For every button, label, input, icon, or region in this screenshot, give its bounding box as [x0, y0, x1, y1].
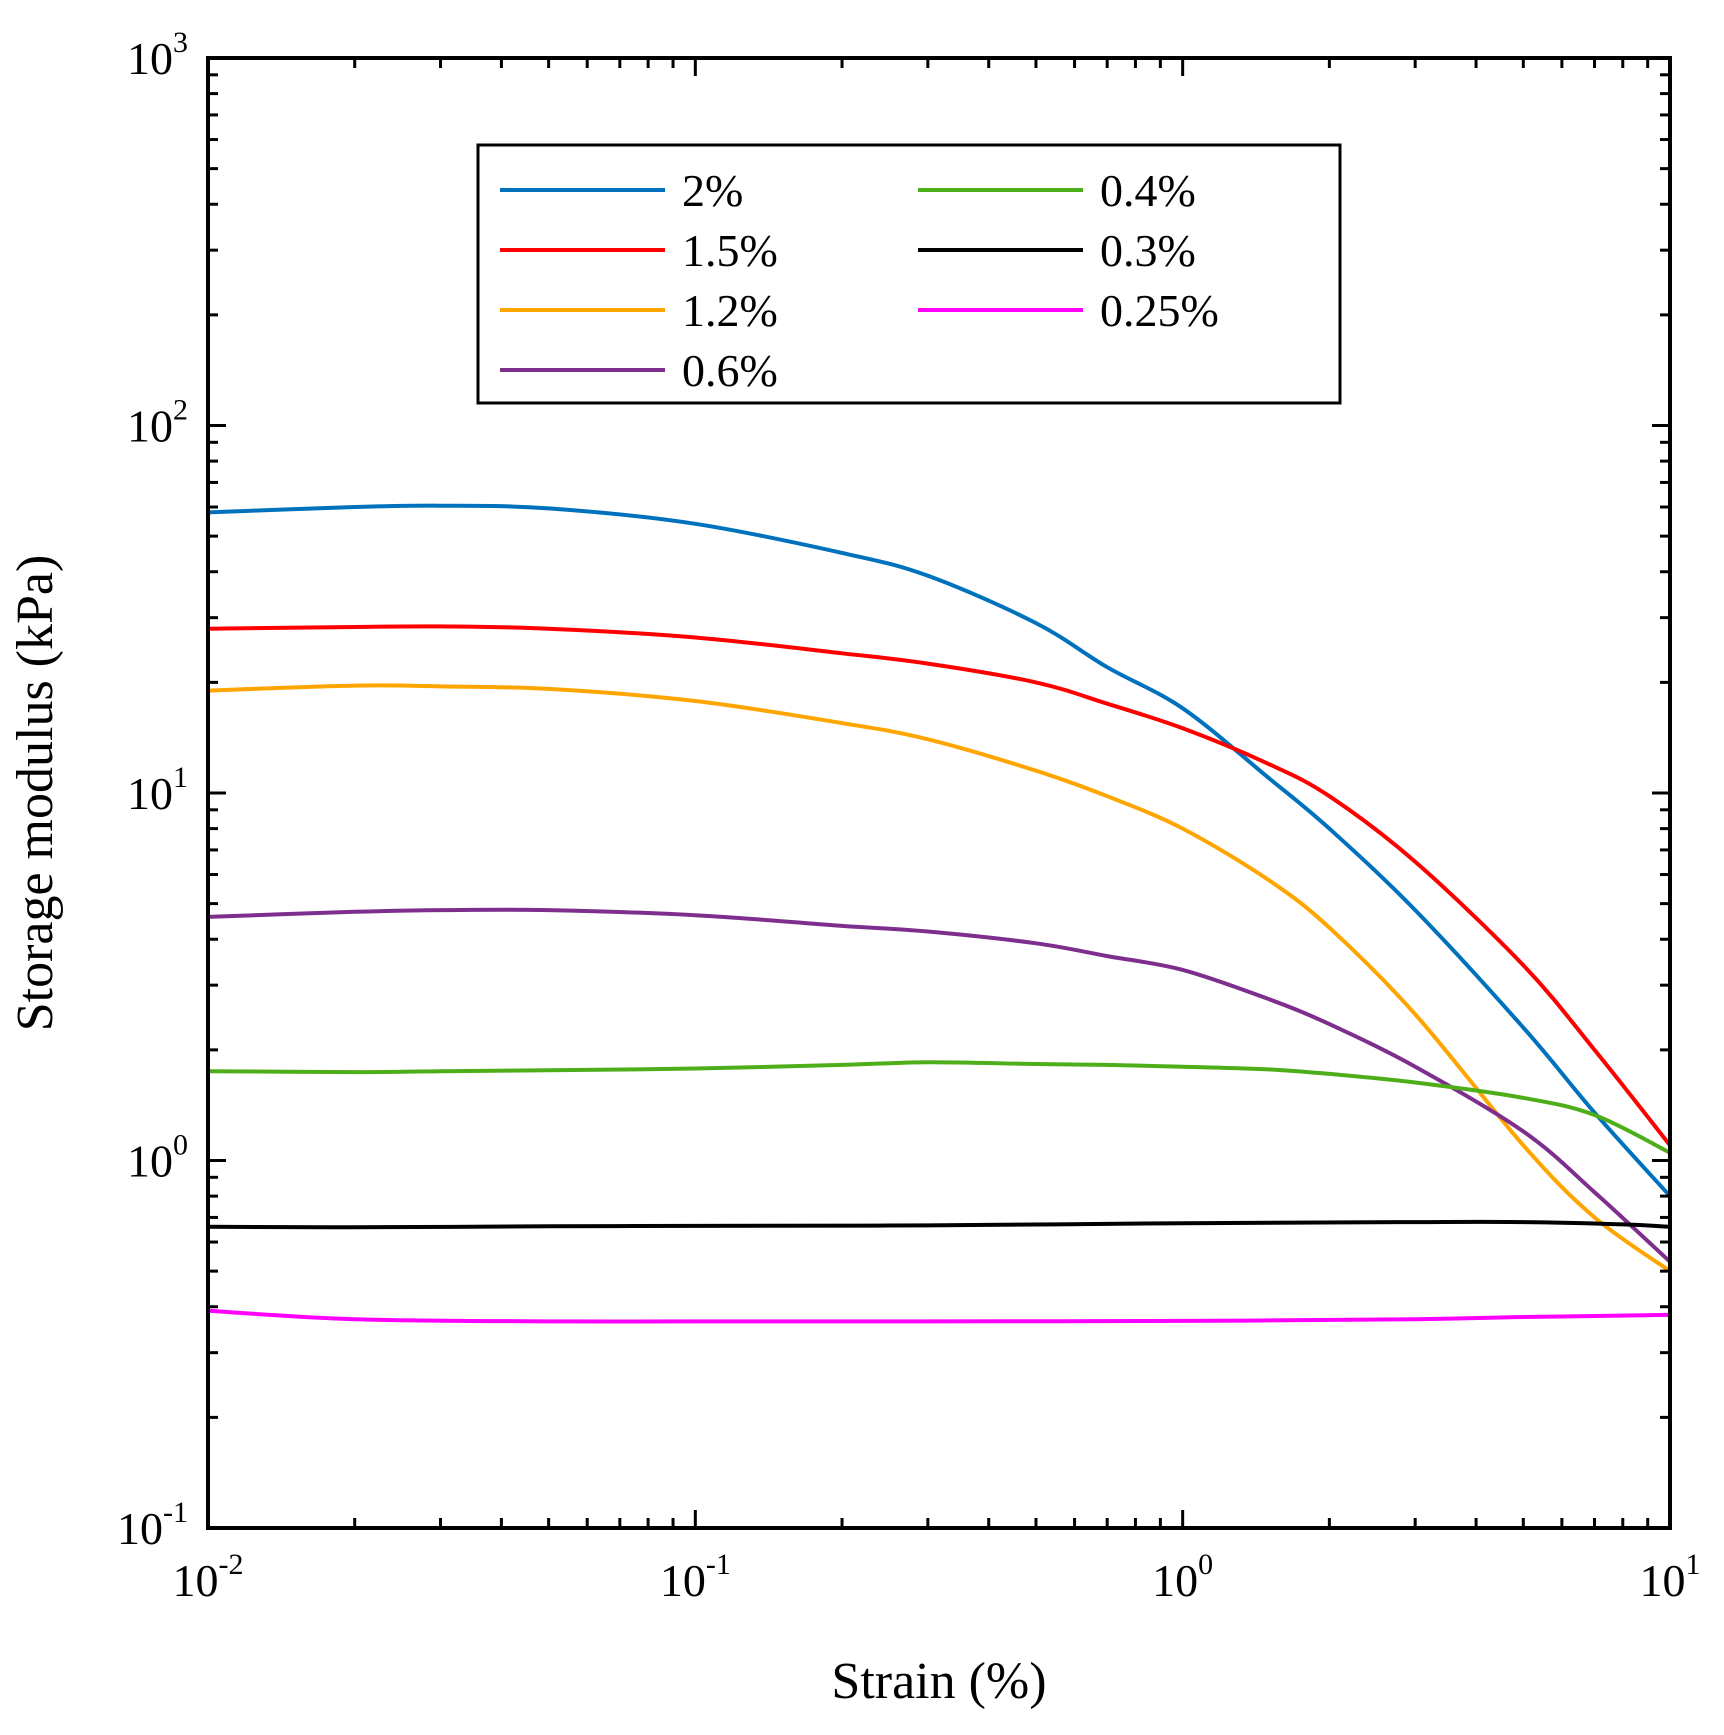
legend-label: 1.2%	[682, 285, 778, 336]
legend-label: 0.4%	[1100, 165, 1196, 216]
series-line-4	[207, 1060, 1671, 1155]
y-tick-label: 102	[127, 394, 188, 452]
y-tick-label: 100	[127, 1129, 188, 1187]
x-tick-label: 100	[1152, 1548, 1213, 1606]
series-line-3	[207, 907, 1672, 1264]
series-line-0	[207, 503, 1672, 1198]
series-line-1	[207, 624, 1672, 1147]
legend-box	[476, 143, 1342, 405]
x-tick-label: 10-1	[660, 1548, 731, 1606]
data-curves	[207, 503, 1672, 1324]
y-tick-label: 103	[127, 26, 188, 84]
x-tick-label: 10-2	[173, 1548, 244, 1606]
x-tick-label: 101	[1640, 1548, 1701, 1606]
y-axis-title: Storage modulus (kPa)	[7, 555, 64, 1032]
axis-ticks	[206, 56, 1672, 1530]
legend-label: 2%	[682, 165, 743, 216]
x-axis-title: Strain (%)	[831, 1653, 1046, 1710]
y-tick-label: 10-1	[117, 1496, 188, 1554]
series-line-2	[207, 683, 1672, 1273]
series-line-6	[207, 1308, 1671, 1324]
legend: 2% 1.5% 1.2% 0.6% 0.4% 0.3% 0.25%	[476, 143, 1342, 405]
legend-label: 1.5%	[682, 225, 778, 276]
legend-label: 0.3%	[1100, 225, 1196, 276]
series-line-5	[207, 1219, 1671, 1230]
legend-label: 0.6%	[682, 345, 778, 396]
y-tick-label: 101	[127, 761, 188, 819]
legend-label: 0.25%	[1100, 285, 1219, 336]
